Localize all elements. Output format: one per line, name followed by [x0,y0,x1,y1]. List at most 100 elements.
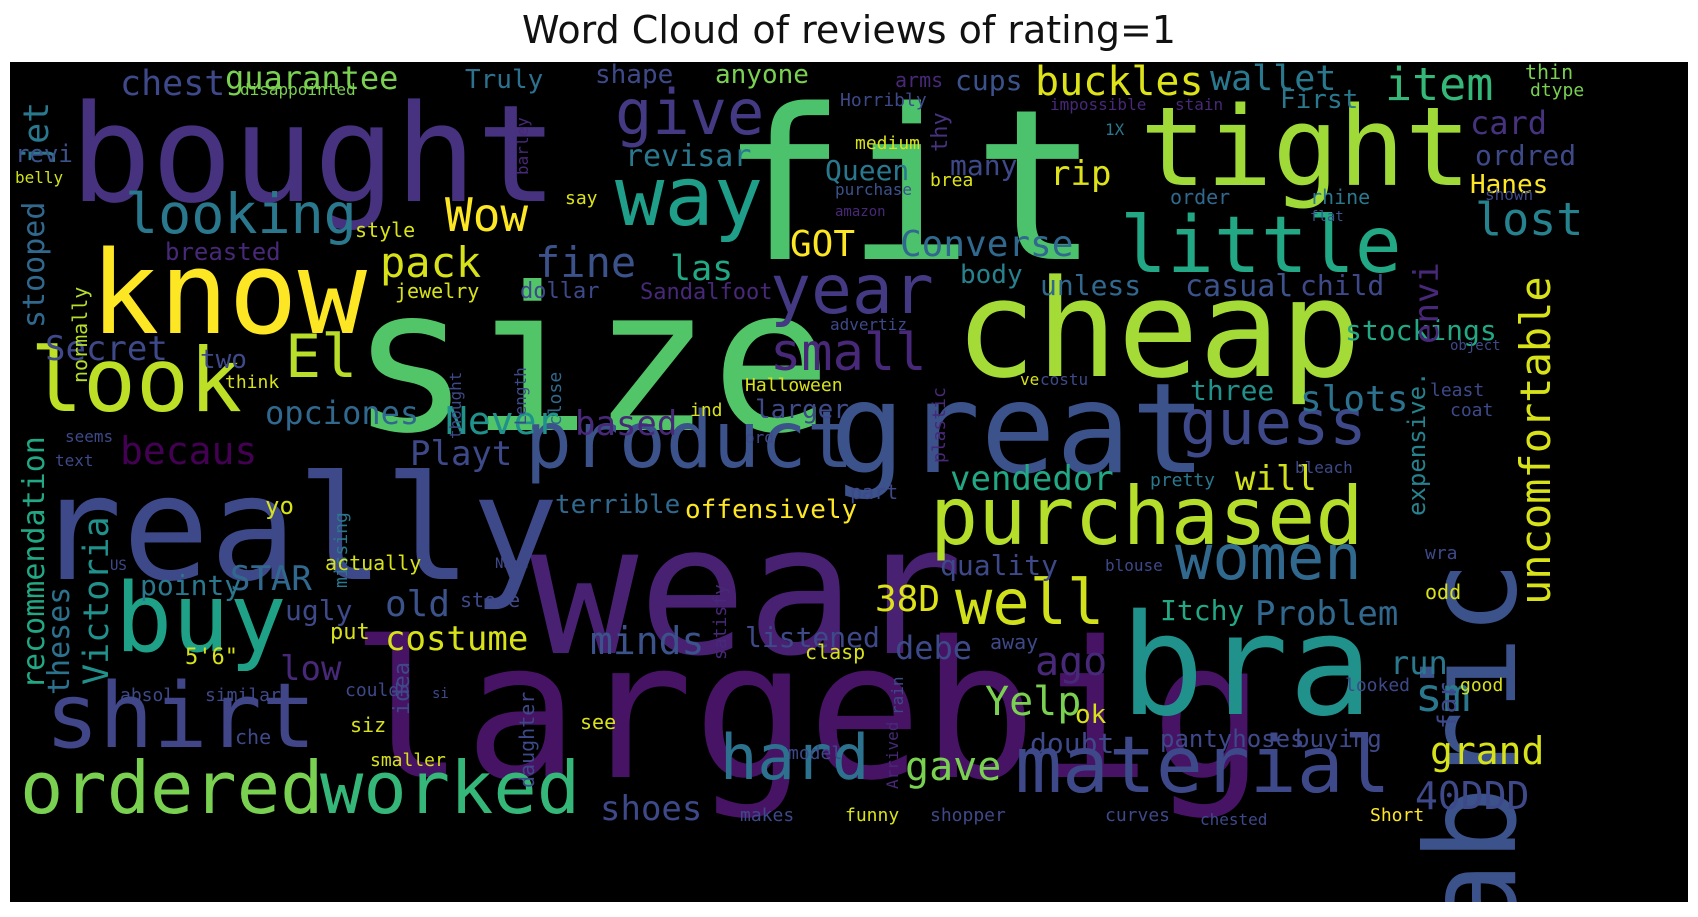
word-short: Short [1370,805,1425,826]
word-ago: ago [1035,639,1108,685]
word-bleach: bleach [1295,458,1353,477]
word-sandalfoot: Sandalfoot [640,280,773,305]
word-smaller: smaller [370,750,446,771]
word-similar: similar [205,685,281,706]
word-queen: Queen [825,154,910,187]
word-good: good [1460,675,1504,696]
word-problem: Problem [1255,594,1399,634]
word-stooped: stooped [17,201,52,328]
word-arms: arms [895,68,944,92]
word-run: run [1390,644,1448,682]
word-card: card [1470,104,1548,142]
word-arrived: Arrived [883,721,902,790]
word-victoria: Victoria [77,516,117,685]
word-far: far [1433,681,1463,729]
word-looked: looked [1345,675,1411,696]
word-halloween: Halloween [745,375,843,396]
word-shape: shape [595,62,674,90]
word-wra: wra [1425,543,1458,564]
word-three: three [1190,374,1275,407]
word-ordered: ordered [20,746,324,830]
word-odd: odd [1425,580,1462,604]
word-dtype: dtype [1530,80,1585,101]
word-cheap: cheap [955,251,1362,408]
word-clasp: clasp [805,640,866,664]
word-will: will [1235,459,1317,499]
word-got: GOT [790,224,856,265]
word-casual: casual [1185,269,1294,304]
word-coat: coat [1450,400,1494,421]
word-rain: rain [888,676,907,716]
word-thy: thy [928,111,953,152]
word-low: low [280,649,342,689]
word-advertiz: advertiz [830,315,908,334]
word-looking: looking [125,182,357,246]
word-satisfy: satisfy [710,583,731,660]
word-pretty: pretty [1150,470,1216,491]
word-disappointed: disappointed [240,80,356,99]
word-thin: thin [1525,62,1574,84]
word-barley: barley [513,116,532,175]
word-listened: listened [745,621,880,654]
word-couldn: couldn [345,680,411,701]
word-1x: 1X [1105,120,1125,139]
word-amazon: amazon [835,204,886,220]
word-know: know [90,227,367,361]
word-anyone: anyone [715,62,809,90]
word-horribly: Horribly [840,90,927,111]
word-yelp: Yelp [985,679,1082,725]
word-expensive-: expensive. [1403,371,1431,517]
word-absol: absol [120,685,175,706]
word-brea: brea [930,170,974,191]
chart-title: Word Cloud of reviews of rating=1 [522,8,1176,52]
word-name: Name [495,556,529,572]
word-two: two [200,345,247,375]
word-item: item [1385,62,1494,111]
word-style: style [355,218,416,242]
word-ve: ve [1020,370,1040,389]
word-women: women [1175,521,1362,594]
word-year: year [770,251,934,330]
word-stain: stain [1175,95,1224,114]
word-ord: ord [745,428,774,447]
word-material: material [1015,721,1391,811]
word-cups: cups [955,64,1023,97]
word-quality: quality [940,549,1059,582]
word-product: product [525,396,854,486]
word-really: really [35,445,559,614]
word-many: many [950,149,1018,182]
word-text: text [55,451,94,470]
word-body: body [960,260,1023,290]
word-hard: hard [720,721,870,794]
word-breasted: breasted [165,238,281,266]
word-size: size [350,245,832,478]
word-gave: gave [905,744,1002,790]
word-bra: bra [1120,585,1373,748]
word-part: part [850,480,899,504]
word-purchased: purchased [930,470,1364,563]
word-40ddd: 40DDD [1415,774,1530,818]
word-grand: grand [1430,729,1545,773]
word-buy: buy [115,564,287,674]
word-curves: curves [1105,805,1171,826]
word-truly: Truly [465,65,544,95]
word-jewelry: jewelry [395,279,480,303]
word-plastic: plastic [929,386,950,463]
word-ok: ok [1075,700,1107,730]
word-fit: fit [720,64,1100,309]
word-put: put [330,620,370,645]
word-funny: funny [845,805,900,826]
word-see: see [580,710,617,734]
word-never: Never [445,399,560,443]
word-guess: guess [1180,386,1367,459]
word-itchy: Itchy [1160,594,1245,627]
word-wallet: wallet [1210,62,1337,99]
word-model: model [788,743,843,764]
word-actually: actually [325,551,422,575]
word-envi: envi [1407,261,1447,344]
word-slots: slots [1300,379,1409,420]
word-old: old [385,584,451,625]
word-yo: yo [265,492,294,520]
word-seems: seems [65,427,114,446]
word-bought: bought [70,76,558,233]
